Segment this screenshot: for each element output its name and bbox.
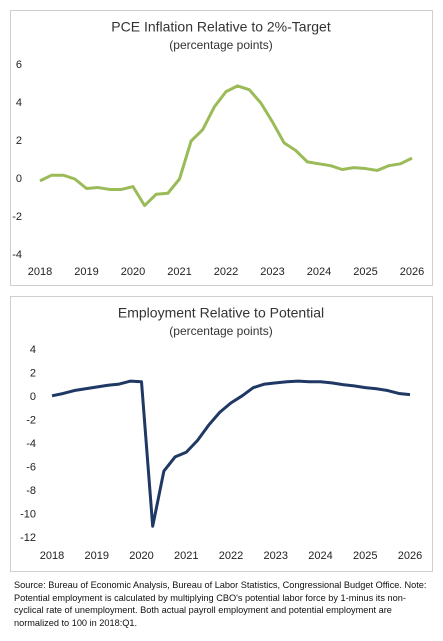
x-tick-label: 2025 — [353, 550, 377, 562]
x-tick-label: 2019 — [74, 266, 98, 278]
x-tick-label: 2019 — [85, 550, 109, 562]
y-tick-label: -4 — [12, 249, 22, 261]
y-tick-label: -2 — [12, 211, 22, 223]
x-tick-label: 2026 — [400, 266, 424, 278]
y-tick-label: 0 — [30, 391, 36, 403]
x-tick-label: 2023 — [264, 550, 288, 562]
x-tick-label: 2020 — [129, 550, 153, 562]
x-tick-label: 2018 — [40, 550, 64, 562]
x-tick-label: 2022 — [219, 550, 243, 562]
y-tick-label: 2 — [16, 135, 22, 147]
x-tick-label: 2024 — [307, 266, 331, 278]
y-tick-label: -12 — [20, 532, 36, 544]
x-tick-label: 2022 — [214, 266, 238, 278]
source-note: Source: Bureau of Economic Analysis, Bur… — [14, 580, 427, 628]
x-tick-label: 2018 — [28, 266, 52, 278]
chart-title: PCE Inflation Relative to 2%-Target — [111, 19, 331, 35]
chart-frame — [10, 296, 433, 572]
y-tick-label: 2 — [30, 367, 36, 379]
y-tick-label: -4 — [26, 438, 36, 450]
x-tick-label: 2021 — [167, 266, 191, 278]
y-tick-label: 0 — [16, 173, 22, 185]
x-tick-label: 2023 — [260, 266, 284, 278]
y-tick-label: -10 — [20, 508, 36, 520]
y-tick-label: -2 — [26, 414, 36, 426]
y-tick-label: -6 — [26, 461, 36, 473]
x-tick-label: 2026 — [398, 550, 422, 562]
y-tick-label: -8 — [26, 485, 36, 497]
x-tick-label: 2020 — [121, 266, 145, 278]
chart-frame — [10, 10, 433, 286]
x-tick-label: 2021 — [174, 550, 198, 562]
chart-subtitle: (percentage points) — [169, 324, 272, 338]
y-tick-label: 4 — [16, 97, 22, 109]
data-line — [39, 84, 413, 208]
chart-subtitle: (percentage points) — [169, 38, 272, 52]
x-tick-label: 2025 — [353, 266, 377, 278]
y-tick-label: 4 — [30, 344, 36, 356]
x-tick-label: 2024 — [308, 550, 332, 562]
data-line — [51, 379, 411, 528]
y-tick-label: 6 — [16, 59, 22, 71]
chart-title: Employment Relative to Potential — [118, 305, 324, 321]
